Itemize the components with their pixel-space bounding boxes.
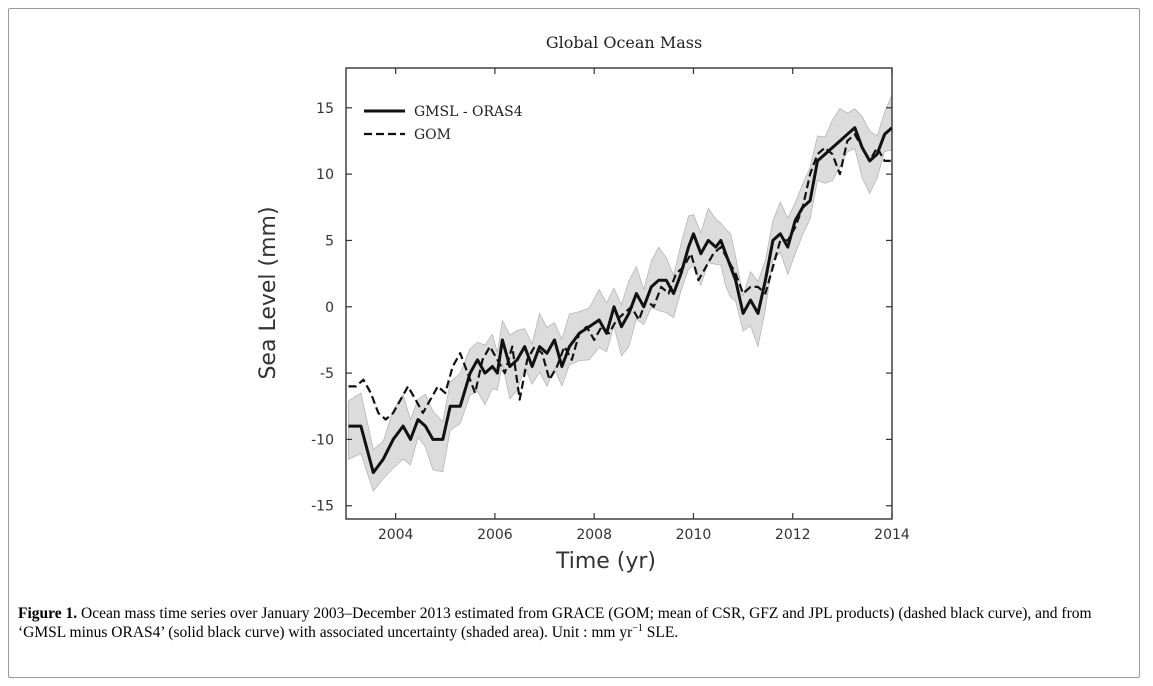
y-tick-label: 0 [325, 300, 334, 316]
x-axis: 2004 2006 2008 2010 2012 2014 [378, 68, 910, 543]
x-tick-label: 2010 [676, 527, 712, 543]
legend-label-gmsl-oras4: GMSL - ORAS4 [414, 104, 523, 120]
caption-unit-exponent: −1 [632, 622, 643, 634]
figure-frame [8, 8, 1140, 678]
y-tick-label: 15 [316, 101, 334, 117]
x-axis-label: Time (yr) [555, 549, 656, 574]
y-tick-label: -10 [311, 432, 334, 448]
y-axis-label: Sea Level (mm) [256, 206, 281, 379]
plot-area-frame [345, 67, 893, 520]
x-tick-label: 2008 [576, 527, 612, 543]
y-tick-label: 10 [316, 167, 334, 183]
caption-label: Figure 1. [18, 605, 78, 622]
series-layer [348, 126, 893, 475]
x-tick-label: 2004 [378, 527, 414, 543]
legend: GMSL - ORAS4 GOM [364, 104, 523, 143]
chart-title: Global Ocean Mass [546, 33, 702, 52]
legend-label-gom: GOM [414, 127, 451, 143]
series-line-gom [348, 133, 892, 421]
y-tick-label: -5 [320, 366, 334, 382]
x-tick-label: 2012 [775, 527, 811, 543]
figure-caption: Figure 1. Ocean mass time series over Ja… [18, 604, 1118, 642]
x-tick-label: 2006 [477, 527, 513, 543]
y-tick-label: -15 [311, 499, 334, 515]
caption-text: Ocean mass time series over January 2003… [18, 605, 1092, 641]
chart: Global Ocean Mass 2004 2006 2008 2010 2012 20… [256, 33, 910, 574]
y-tick-label: 5 [325, 233, 334, 249]
x-tick-label: 2014 [874, 527, 910, 543]
y-axis: -15 -10 -5 0 5 10 15 [311, 101, 892, 515]
caption-unit-tail: SLE. [642, 624, 679, 641]
